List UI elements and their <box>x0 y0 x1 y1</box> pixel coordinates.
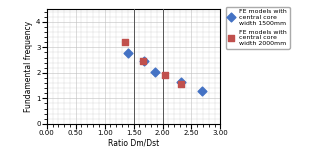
X-axis label: Ratio Dm/Dst: Ratio Dm/Dst <box>108 139 159 148</box>
FE models with
central core
width 2000mm <box>163 73 168 76</box>
Y-axis label: Fundamental frequency: Fundamental frequency <box>24 21 33 112</box>
FE models with
central core
width 1500mm <box>199 90 205 92</box>
FE models with
central core
width 1500mm <box>125 52 131 54</box>
FE models with
central core
width 2000mm <box>178 82 184 85</box>
FE models with
central core
width 1500mm <box>141 60 147 63</box>
FE models with
central core
width 2000mm <box>122 41 128 43</box>
Legend: FE models with
central core
width 1500mm, FE models with
central core
width 2000: FE models with central core width 1500mm… <box>226 7 290 49</box>
FE models with
central core
width 2000mm <box>141 60 146 62</box>
FE models with
central core
width 1500mm <box>178 80 184 83</box>
FE models with
central core
width 1500mm <box>152 71 158 74</box>
